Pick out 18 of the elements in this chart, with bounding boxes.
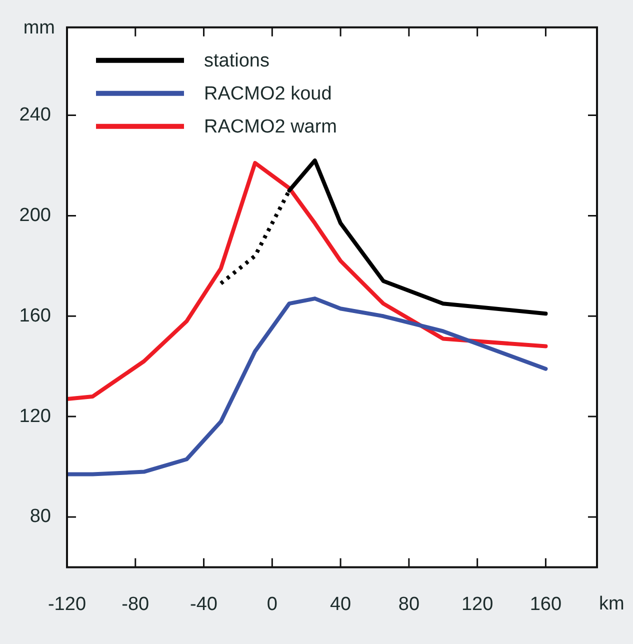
legend-label: RACMO2 koud bbox=[204, 84, 332, 105]
x-tick-label: -40 bbox=[190, 594, 218, 615]
x-tick-label: 160 bbox=[530, 594, 562, 615]
x-tick-label: 80 bbox=[398, 594, 420, 615]
x-axis-title: km bbox=[599, 593, 624, 614]
x-tick-label: -120 bbox=[48, 594, 86, 615]
y-tick-label: 120 bbox=[19, 406, 51, 427]
x-tick-label: 0 bbox=[266, 594, 278, 615]
x-tick-label: -80 bbox=[122, 594, 150, 615]
y-tick-label: 200 bbox=[19, 204, 51, 226]
legend-label: RACMO2 warm bbox=[204, 116, 338, 138]
y-axis-title: mm bbox=[23, 18, 55, 39]
y-tick-label: 160 bbox=[19, 305, 51, 326]
y-tick-label: 80 bbox=[30, 506, 51, 528]
x-tick-label: 40 bbox=[330, 594, 352, 615]
y-tick-label: 240 bbox=[19, 104, 51, 126]
x-tick-label: 120 bbox=[461, 594, 494, 615]
legend-label: stations bbox=[204, 50, 270, 72]
